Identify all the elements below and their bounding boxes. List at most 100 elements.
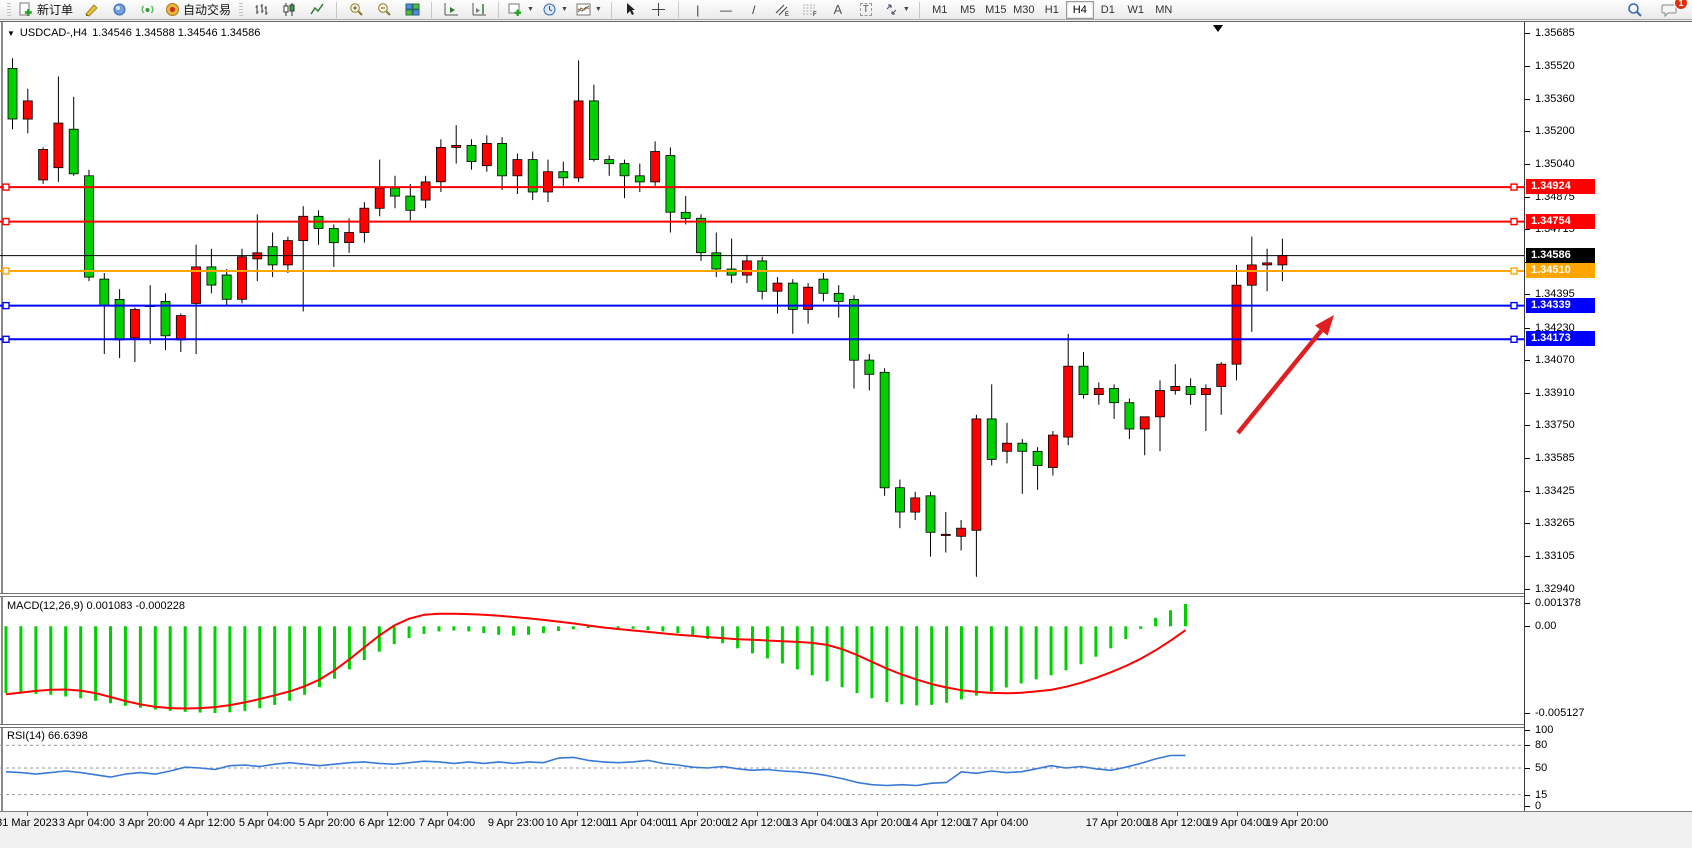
toolbar-separator — [336, 1, 338, 18]
panel-splitter[interactable] — [0, 593, 1692, 597]
timeframe-button-H1[interactable]: H1 — [1044, 3, 1059, 16]
line-anchor-handle[interactable] — [2, 183, 10, 191]
bear-candle — [818, 278, 829, 294]
tile-windows-button[interactable] — [399, 0, 425, 20]
bullish-arrow-annotation[interactable] — [1236, 329, 1324, 435]
price-axis[interactable]: 1.35685 1.35520 1.35360 1.35200 1.35040 1.348… — [1524, 22, 1692, 812]
line-anchor-handle[interactable] — [2, 267, 10, 275]
equidistant-channel-tool[interactable]: E — [769, 0, 795, 20]
line-anchor-handle[interactable] — [1510, 301, 1518, 310]
rsi-panel-canvas[interactable] — [0, 726, 1524, 810]
timeframe-button-M30[interactable]: M30 — [1013, 3, 1035, 16]
bull-candle — [512, 159, 523, 177]
candlestick-chart-icon — [283, 3, 295, 16]
macd-panel-canvas[interactable] — [0, 596, 1524, 724]
macd-name: MACD(12,26,9) — [7, 600, 84, 612]
crayon-button[interactable] — [78, 0, 104, 20]
price-axis-tick-mark — [1525, 294, 1530, 295]
trendline-tool[interactable]: / — [741, 0, 767, 20]
bull-candle — [772, 282, 783, 292]
bear-candle — [925, 495, 936, 533]
bull-candle — [543, 171, 553, 193]
line-anchor-handle[interactable] — [1510, 267, 1518, 275]
price-axis-tick-label: 1.33425 — [1535, 485, 1575, 497]
arrows-tool[interactable]: ▼ — [881, 0, 913, 20]
crosshair-button[interactable] — [646, 0, 672, 20]
search-button[interactable] — [1622, 0, 1648, 20]
panel-splitter[interactable] — [0, 724, 1692, 728]
bull-candle — [1246, 264, 1257, 286]
line-anchor-handle[interactable] — [2, 301, 10, 310]
rsi-name: RSI(14) — [7, 730, 45, 742]
rsi-axis-tick-label: 100 — [1535, 724, 1554, 736]
time-axis-tick-mark — [697, 812, 698, 816]
bull-candle — [1201, 388, 1211, 395]
timeframe-button-D1[interactable]: D1 — [1100, 3, 1115, 16]
publisher-button[interactable] — [106, 0, 132, 20]
vertical-line-icon: | — [696, 2, 700, 17]
time-axis-tick-mark — [757, 812, 758, 816]
price-axis-tick-label: 1.35685 — [1535, 27, 1575, 39]
timeframe-button-MN[interactable]: MN — [1155, 3, 1173, 16]
chart-window: ▼ USDCAD-,H4 1.34546 1.34588 1.34546 1.3… — [0, 21, 1692, 848]
price-line-badge: 1.34586 — [1526, 248, 1595, 263]
templates-button[interactable]: ▼ — [573, 0, 605, 20]
toolbar-right-tools: 1 — [1622, 0, 1688, 20]
line-anchor-handle[interactable] — [1510, 183, 1518, 191]
zoom-out-button[interactable] — [371, 0, 397, 20]
zoom-in-button[interactable] — [343, 0, 369, 20]
text-label-tool[interactable]: T — [853, 0, 879, 20]
time-axis-label: 14 Apr 12:00 — [905, 817, 969, 829]
time-axis-tick-mark — [27, 812, 28, 816]
periods-button[interactable]: ▼ — [539, 0, 571, 20]
horizontal-line-tool[interactable]: — — [713, 0, 739, 20]
line-anchor-handle[interactable] — [2, 217, 10, 226]
auto-scroll-button[interactable] — [438, 0, 464, 20]
timeframe-button-M1[interactable]: M1 — [932, 3, 948, 16]
macd-signal-value: -0.000228 — [135, 600, 185, 612]
chat-button[interactable]: 1 — [1656, 0, 1688, 20]
rsi-indicator-label: RSI(14) 66.6398 — [7, 730, 88, 742]
fibonacci-tool[interactable]: F — [797, 0, 823, 20]
price-axis-tick-mark — [1525, 197, 1530, 198]
time-axis-label: 12 Apr 12:00 — [725, 817, 789, 829]
cursor-button[interactable] — [618, 0, 644, 20]
chart-shift-button[interactable] — [466, 0, 492, 20]
time-axis-label: 19 Apr 04:00 — [1205, 817, 1269, 829]
timeframe-button-M15[interactable]: M15 — [985, 3, 1007, 16]
candlestick-chart-button[interactable] — [276, 0, 302, 20]
line-anchor-handle[interactable] — [1510, 335, 1518, 343]
main-chart-canvas[interactable] — [0, 23, 1524, 594]
new-chart-button[interactable]: ▼ — [505, 0, 537, 20]
time-axis[interactable]: 31 Mar 2023 3 Apr 04:00 3 Apr 20:00 4 Apr 1… — [0, 811, 1692, 848]
rsi-axis-tick-mark — [1525, 730, 1530, 731]
time-axis-tick-mark — [817, 812, 818, 816]
signal-button[interactable] — [134, 0, 160, 20]
timeframe-button-W1[interactable]: W1 — [1127, 3, 1145, 16]
timeframe-button-H4[interactable]: H4 — [1065, 0, 1094, 19]
new-order-button[interactable]: 新订单 — [16, 0, 76, 20]
timeframe-button-M5[interactable]: M5 — [960, 3, 976, 16]
time-axis-tick-mark — [997, 812, 998, 816]
time-axis-tick-mark — [207, 812, 208, 816]
horizontal-line-icon: — — [719, 2, 732, 17]
bull-candle — [175, 315, 186, 341]
time-axis-tick-mark — [577, 812, 578, 816]
price-axis-tick-mark — [1525, 589, 1530, 590]
bear-candle — [589, 100, 599, 161]
time-axis-tick-mark — [877, 812, 878, 816]
vertical-line-tool[interactable]: | — [685, 0, 711, 20]
auto-trading-button[interactable]: 自动交易 — [162, 0, 234, 20]
text-tool[interactable]: A — [825, 0, 851, 20]
bar-chart-button[interactable] — [248, 0, 274, 20]
line-anchor-handle[interactable] — [1510, 217, 1518, 226]
toolbar-separator — [677, 1, 679, 18]
line-chart-button[interactable] — [304, 0, 330, 20]
line-anchor-handle[interactable] — [2, 335, 10, 343]
bull-candle — [1170, 385, 1181, 391]
bear-candle — [696, 217, 706, 254]
dropdown-caret: ▼ — [594, 6, 602, 13]
bear-candle — [986, 418, 997, 460]
bull-candle — [910, 497, 921, 513]
price-axis-tick-mark — [1525, 229, 1530, 230]
